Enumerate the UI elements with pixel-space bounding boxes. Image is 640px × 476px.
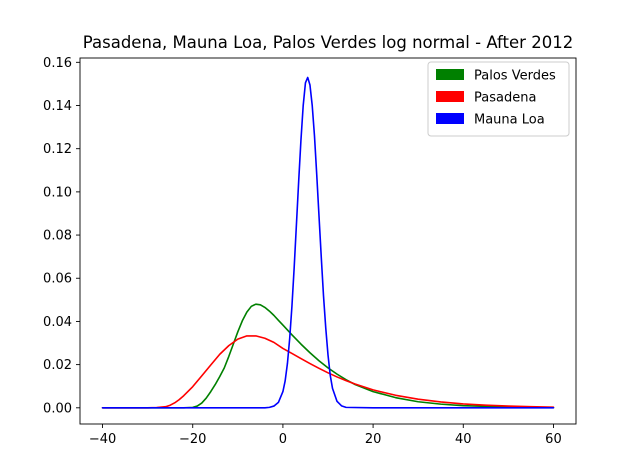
series-line-palos-verdes [101, 303, 555, 409]
y-tick-label: 0.14 [43, 99, 72, 114]
plot-area: −40 −20 0 20 40 60 0.00 0.02 0.04 0.06 0.08 0.10 0.1… [43, 56, 577, 447]
y-tick-label: 0.02 [43, 358, 72, 373]
x-tick-label: 40 [455, 432, 472, 447]
y-tick-label: 0.16 [43, 56, 72, 71]
legend-label-pasadena: Pasadena [474, 91, 536, 106]
y-tick-label: 0.06 [43, 272, 72, 287]
legend-swatch-pasadena [436, 91, 464, 102]
x-tick-label: 20 [365, 432, 382, 447]
y-tick-label: 0.04 [43, 315, 72, 330]
legend-swatch-mauna-loa [436, 113, 464, 124]
axes-frame [79, 57, 577, 425]
y-tick-label: 0.12 [43, 142, 72, 157]
y-tick-label: 0.08 [43, 229, 72, 244]
legend-label-palos-verdes: Palos Verdes [474, 69, 556, 84]
x-tick-label: 60 [545, 432, 562, 447]
chart-title: Pasadena, Mauna Loa, Palos Verdes log no… [83, 33, 573, 52]
legend-label-mauna-loa: Mauna Loa [474, 113, 545, 128]
x-tick-label: −20 [179, 432, 206, 447]
x-tick-label: −40 [89, 432, 116, 447]
legend: Palos Verdes Pasadena Mauna Loa [427, 61, 570, 137]
y-tick-label: 0.10 [43, 185, 72, 200]
legend-swatch-palos-verdes [436, 69, 464, 80]
series-line-mauna-loa [101, 76, 555, 409]
x-tick-label: 0 [279, 432, 287, 447]
y-tick-label: 0.00 [43, 401, 72, 416]
series-line-pasadena [101, 335, 555, 409]
